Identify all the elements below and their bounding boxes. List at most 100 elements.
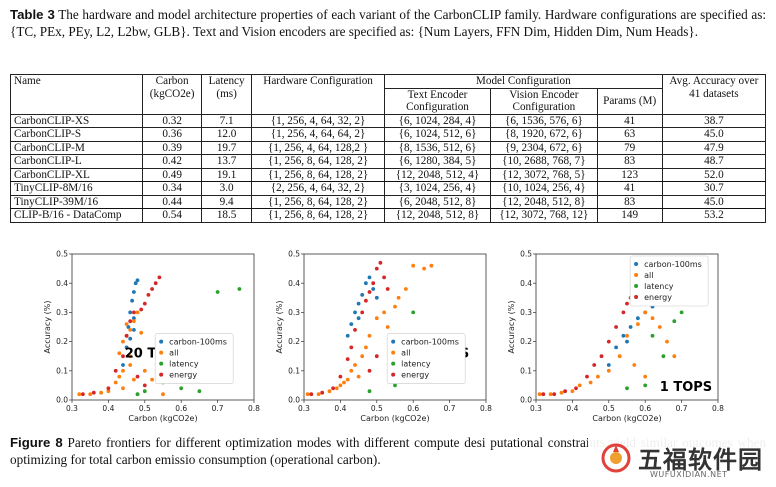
legend-label-all: all (644, 271, 653, 280)
point-all (548, 392, 553, 397)
point-energy (378, 260, 383, 265)
cell-latency: 9.4 (200, 194, 253, 209)
header-vision-encoder: Vision Encoder Configuration (490, 87, 598, 115)
point-all (570, 389, 575, 394)
legend-label-all: all (169, 349, 178, 358)
cell-latency: 3.0 (200, 181, 253, 196)
cell-acc: 38.7 (661, 113, 767, 128)
point-all (617, 354, 622, 359)
point-all (577, 383, 582, 388)
point-all (316, 392, 321, 397)
cell-carbon: 0.42 (142, 154, 202, 169)
cell-name: CarbonCLIP-XL (9, 167, 144, 182)
point-energy (585, 374, 589, 379)
table-row: CarbonCLIP-XL 0.49 19.1 {1, 256, 8, 64, … (9, 167, 767, 182)
point-all (657, 325, 662, 329)
cell-carbon: 0.32 (142, 113, 202, 128)
cell-vision: {12, 3072, 768, 5} (490, 167, 598, 182)
cell-text: {12, 2048, 512, 4} (383, 167, 492, 182)
cell-name: CarbonCLIP-L (9, 154, 144, 169)
point-energy (128, 319, 133, 324)
point-all (139, 330, 144, 335)
point-all (643, 310, 648, 315)
point-latency (411, 310, 416, 315)
point-energy (606, 339, 611, 344)
x-tick-label: 0.4 (102, 404, 114, 413)
cell-hw: {2, 256, 4, 64, 32, 2} (251, 181, 385, 196)
point-latency (179, 386, 184, 391)
legend-marker-all (634, 273, 639, 277)
point-carbon-100ms (353, 310, 357, 315)
x-tick-label: 0.6 (407, 404, 419, 413)
cell-carbon: 0.34 (142, 181, 202, 196)
cell-hw: {1, 256, 8, 64, 128, 2} (251, 208, 385, 223)
y-tick-label: 0.4 (288, 279, 300, 288)
watermark-subtext: WUFUXIDIAN.NET (650, 470, 728, 479)
table-caption-text: The hardware and model architecture prop… (10, 7, 766, 39)
cell-text: {8, 1536, 512, 6} (383, 140, 492, 155)
x-tick-label: 0.3 (530, 404, 542, 413)
legend-marker-latency (634, 284, 639, 288)
point-energy (345, 357, 350, 361)
point-energy (599, 354, 604, 359)
point-all (625, 333, 629, 338)
point-carbon-100ms (614, 345, 618, 350)
x-tick-label: 0.8 (480, 404, 492, 413)
table-row: CLIP-B/16 - DataComp 0.54 18.5 {1, 256, … (9, 208, 767, 223)
point-energy (150, 287, 154, 291)
cell-vision: {10, 2688, 768, 7} (490, 154, 598, 169)
watermark-logo-icon (601, 443, 631, 473)
cell-hw: {1, 256, 8, 64, 128, 2} (251, 194, 385, 209)
table-row: CarbonCLIP-XS 0.32 7.1 {1, 256, 4, 64, 3… (9, 113, 767, 128)
point-all (636, 322, 640, 326)
point-all (161, 392, 165, 397)
cell-vision: {6, 1536, 576, 6} (490, 113, 598, 128)
cell-carbon: 0.44 (142, 194, 202, 209)
y-tick-label: 0.0 (520, 396, 532, 405)
cell-text: {12, 2048, 512, 8} (383, 208, 492, 223)
point-all (596, 374, 600, 379)
cell-latency: 7.1 (200, 113, 253, 128)
point-latency (367, 389, 372, 394)
cell-acc: 52.0 (661, 167, 767, 182)
legend-marker-carbon-100ms (391, 339, 396, 344)
point-all (106, 389, 111, 394)
point-energy (142, 301, 147, 306)
legend-label-carbon-100ms: carbon-100ms (644, 260, 702, 269)
pareto-plot-20-tops: 0.3 0.4 0.5 0.6 0.7 0.80.00.10.20.30.40.5Carb… (43, 250, 260, 423)
plot-frame (71, 253, 255, 401)
point-all (121, 386, 125, 391)
x-tick-label: 0.8 (712, 404, 724, 413)
point-carbon-100ms (130, 298, 134, 303)
point-all (128, 328, 133, 332)
x-tick-label: 0.5 (371, 404, 383, 413)
point-energy (124, 333, 129, 338)
cell-name: CarbonCLIP-S (9, 127, 144, 142)
point-all (77, 392, 82, 397)
cell-acc: 30.7 (661, 181, 767, 196)
point-all (382, 310, 386, 315)
x-tick-label: 0.3 (298, 404, 310, 413)
header-text-encoder: Text Encoder Configuration (383, 87, 492, 115)
point-carbon-100ms (133, 281, 138, 286)
point-carbon-100ms (367, 275, 372, 280)
table-row: CarbonCLIP-S 0.36 12.0 {1, 256, 4, 64, 6… (9, 127, 767, 142)
plot-frame (303, 253, 487, 401)
point-all (422, 266, 426, 271)
point-latency (650, 333, 655, 338)
header-accuracy: Avg. Accuracy over 41 datasets (661, 74, 767, 115)
point-energy (364, 298, 368, 303)
legend-label-all: all (401, 349, 410, 358)
point-energy (135, 374, 140, 379)
table-row: TinyCLIP-39M/16 0.44 9.4 {1, 256, 8, 64,… (9, 194, 767, 209)
cell-acc: 53.2 (661, 208, 767, 223)
header-name: Name (9, 74, 144, 115)
point-all (305, 392, 310, 397)
y-axis-label: Accuracy (%) (275, 301, 284, 354)
point-energy (349, 345, 354, 350)
pareto-plot-1-tops: 0.3 0.4 0.5 0.6 0.7 0.80.00.10.20.30.40.5Carb… (507, 250, 724, 423)
legend-label-carbon-100ms: carbon-100ms (401, 338, 459, 347)
cell-name: CLIP-B/16 - DataComp (9, 208, 144, 223)
point-carbon-100ms (621, 333, 626, 338)
point-carbon-100ms (124, 345, 129, 350)
